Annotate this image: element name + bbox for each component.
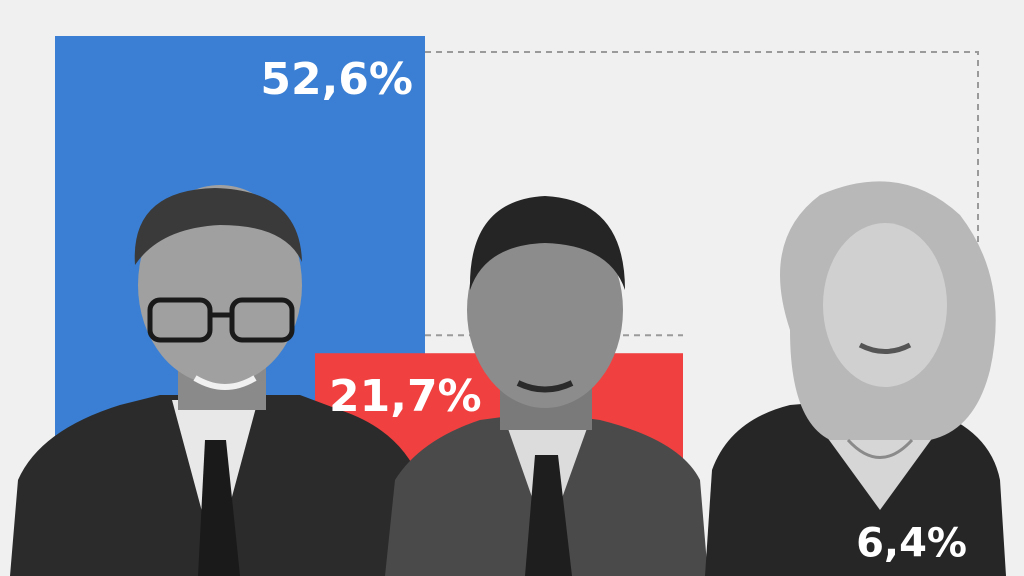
bar-value-label: 6,4% [856,520,967,566]
dashed-guide-top [425,51,979,376]
bar-value-label: 21,7% [329,371,482,422]
dashed-guides [425,51,979,376]
bar-value-label: 52,6% [260,54,413,105]
value-labels: 52,6% 21,7% 6,4% [260,54,967,566]
bars-group [55,36,987,576]
